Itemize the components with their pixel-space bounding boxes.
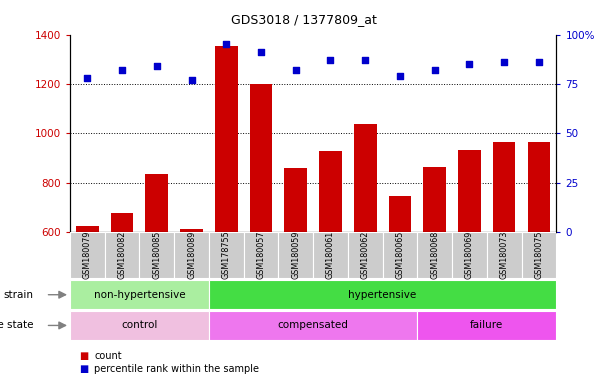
Bar (423, 167, 446, 232)
Bar (70, 280, 209, 309)
Text: GSM180061: GSM180061 (326, 230, 335, 278)
Bar (244, 232, 278, 278)
Text: GSM180059: GSM180059 (291, 230, 300, 279)
Bar (209, 311, 417, 340)
Bar (285, 168, 307, 232)
Bar (145, 174, 168, 232)
Bar (458, 149, 481, 232)
Point (256, 49, 266, 55)
Text: hypertensive: hypertensive (348, 290, 416, 300)
Bar (452, 232, 487, 278)
Point (187, 77, 196, 83)
Point (361, 57, 370, 63)
Text: percentile rank within the sample: percentile rank within the sample (94, 364, 259, 374)
Bar (76, 226, 98, 232)
Text: disease state: disease state (0, 320, 33, 331)
Bar (70, 232, 105, 278)
Text: GSM180089: GSM180089 (187, 230, 196, 279)
Text: control: control (121, 320, 157, 331)
Bar (180, 228, 203, 232)
Point (83, 75, 92, 81)
Point (395, 73, 405, 79)
Point (117, 67, 127, 73)
Text: GSM180062: GSM180062 (361, 230, 370, 279)
Text: non-hypertensive: non-hypertensive (94, 290, 185, 300)
Text: GSM180075: GSM180075 (534, 230, 544, 279)
Point (221, 41, 231, 48)
Text: GSM178755: GSM178755 (222, 230, 231, 279)
Bar (313, 232, 348, 278)
Bar (174, 232, 209, 278)
Bar (382, 232, 417, 278)
Point (465, 61, 474, 67)
Point (291, 67, 300, 73)
Text: count: count (94, 351, 122, 361)
Bar (209, 280, 556, 309)
Text: ■: ■ (79, 351, 88, 361)
Bar (209, 232, 244, 278)
Bar (111, 213, 133, 232)
Text: GSM180073: GSM180073 (500, 230, 509, 279)
Point (326, 57, 336, 63)
Bar (528, 142, 550, 232)
Bar (348, 232, 382, 278)
Bar (70, 311, 209, 340)
Text: failure: failure (470, 320, 503, 331)
Bar (522, 232, 556, 278)
Bar (278, 232, 313, 278)
Text: GSM180068: GSM180068 (430, 230, 439, 278)
Point (534, 59, 544, 65)
Bar (493, 142, 516, 232)
Text: GDS3018 / 1377809_at: GDS3018 / 1377809_at (231, 13, 377, 26)
Bar (417, 232, 452, 278)
Text: GSM180057: GSM180057 (257, 230, 266, 279)
Text: GSM180069: GSM180069 (465, 230, 474, 279)
Text: GSM180085: GSM180085 (152, 230, 161, 279)
Bar (354, 124, 376, 232)
Text: GSM180079: GSM180079 (83, 230, 92, 279)
Bar (389, 197, 411, 232)
Bar (215, 46, 238, 232)
Bar (250, 84, 272, 232)
Bar (417, 311, 556, 340)
Point (152, 63, 162, 69)
Text: ■: ■ (79, 364, 88, 374)
Point (430, 67, 440, 73)
Bar (487, 232, 522, 278)
Text: compensated: compensated (278, 320, 348, 331)
Text: GSM180065: GSM180065 (395, 230, 404, 279)
Bar (319, 151, 342, 232)
Text: GSM180082: GSM180082 (117, 230, 126, 279)
Text: strain: strain (4, 290, 33, 300)
Bar (105, 232, 139, 278)
Bar (139, 232, 174, 278)
Point (499, 59, 509, 65)
